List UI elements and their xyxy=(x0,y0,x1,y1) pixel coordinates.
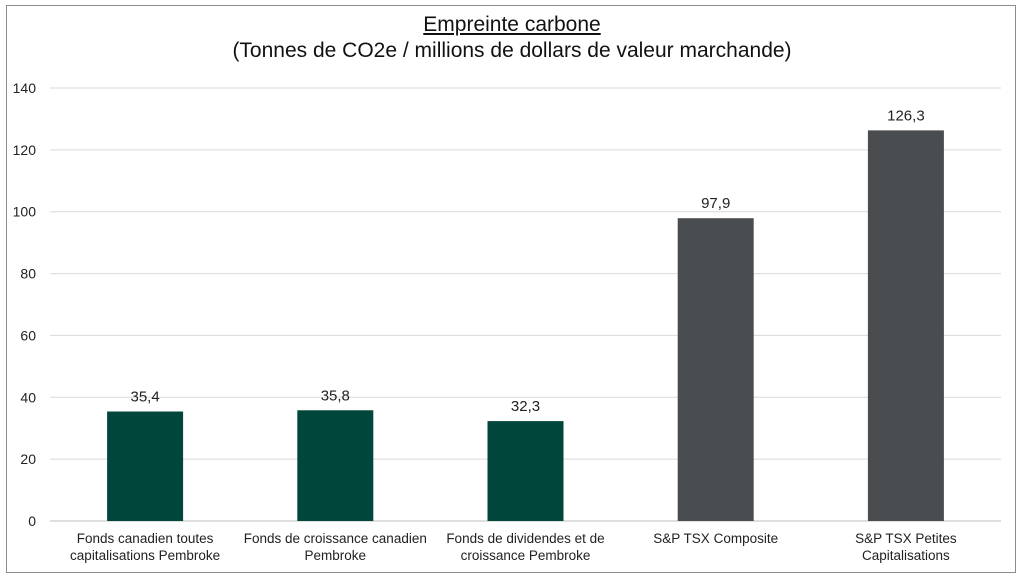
x-category-label: Fonds de croissance canadien xyxy=(244,531,427,546)
y-tick-label: 20 xyxy=(20,451,36,467)
x-category-label: S&P TSX Petites xyxy=(855,531,957,546)
x-category-label: S&P TSX Composite xyxy=(653,531,778,546)
y-tick-label: 40 xyxy=(20,389,36,405)
y-tick-label: 0 xyxy=(28,513,36,529)
bar xyxy=(297,410,374,521)
y-tick-label: 100 xyxy=(13,204,37,220)
bar xyxy=(107,411,184,521)
data-label: 97,9 xyxy=(701,195,730,212)
chart-title-block: Empreinte carbone (Tonnes de CO2e / mill… xyxy=(0,12,1024,64)
data-label: 32,3 xyxy=(511,398,540,415)
gridlines xyxy=(50,87,1001,522)
data-label: 35,8 xyxy=(321,387,350,404)
bar xyxy=(487,421,564,521)
x-category-label: Capitalisations xyxy=(862,548,950,563)
y-tick-label: 140 xyxy=(13,80,37,96)
y-tick-label: 120 xyxy=(13,142,37,158)
x-category-label: Fonds de dividendes et de xyxy=(446,531,604,546)
data-label: 126,3 xyxy=(887,107,925,124)
x-category-label: Fonds canadien toutes xyxy=(77,531,214,546)
data-label: 35,4 xyxy=(130,389,159,406)
y-tick-label: 60 xyxy=(20,327,36,343)
chart-title: Empreinte carbone xyxy=(423,13,601,36)
x-axis: Fonds canadien toutes capitalisations Pem… xyxy=(70,531,957,563)
data-labels: 35,4 35,8 32,3 97,9 126,3 xyxy=(130,107,924,415)
x-category-label: croissance Pembroke xyxy=(461,548,591,563)
x-category-label: capitalisations Pembroke xyxy=(70,548,220,563)
y-axis: 0 20 40 60 80 100 120 140 xyxy=(13,80,37,529)
bars xyxy=(107,130,944,522)
y-tick-label: 80 xyxy=(20,266,36,282)
bar xyxy=(677,218,754,521)
bar xyxy=(867,130,944,522)
chart-subtitle: (Tonnes de CO2e / millions de dollars de… xyxy=(232,39,792,62)
x-category-label: Pembroke xyxy=(305,548,367,563)
